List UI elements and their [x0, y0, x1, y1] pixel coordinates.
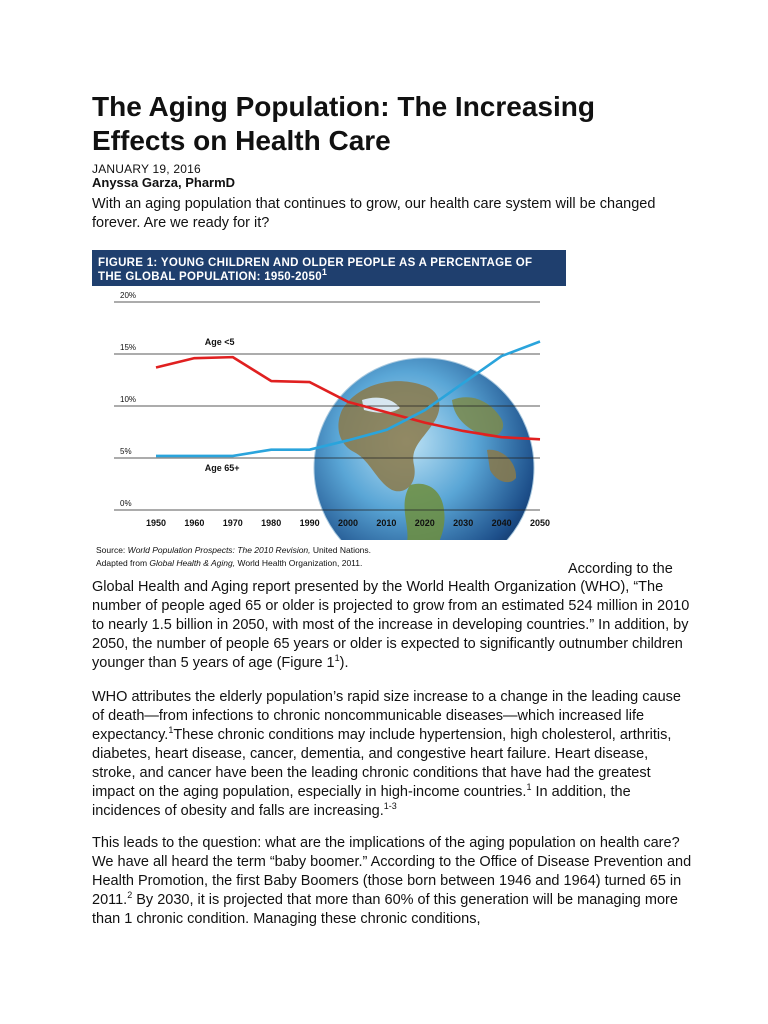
adapted-title: Global Health & Aging,	[149, 558, 236, 568]
x-tick-label: 1970	[223, 518, 243, 528]
y-tick-label: 5%	[120, 447, 132, 456]
y-axis-ticks: 0% 5% 10% 15% 20%	[120, 291, 136, 508]
x-tick-label: 1960	[184, 518, 204, 528]
x-tick-label: 2030	[453, 518, 473, 528]
paragraph-3-text-a: This leads to the question: what are the…	[92, 835, 692, 908]
chart-grid	[114, 301, 540, 511]
series-line	[156, 340, 541, 458]
x-tick-label: 2000	[338, 518, 358, 528]
paragraph-1-start: According to the	[568, 561, 673, 577]
figure-header: FIGURE 1: YOUNG CHILDREN AND OLDER PEOPL…	[92, 250, 566, 286]
paragraph-3-text-b: By 2030, it is projected that more than …	[92, 892, 678, 927]
figure-header-line2: THE GLOBAL POPULATION: 1950-2050	[98, 271, 322, 283]
y-tick-label: 10%	[120, 395, 136, 404]
citation-sup: 1	[526, 782, 532, 793]
globe-image	[313, 357, 535, 540]
citation-sup: 1	[168, 725, 174, 736]
y-tick-label: 20%	[120, 291, 136, 300]
x-tick-label: 2040	[492, 518, 512, 528]
x-tick-label: 1980	[261, 518, 281, 528]
adapted-label: Adapted from	[96, 558, 148, 568]
figure-header-sup: 1	[321, 267, 328, 278]
adapted-org: World Health Organization, 2011.	[237, 558, 363, 568]
source-org: United Nations.	[312, 545, 372, 555]
paragraph-2-text-c: In addition, the incidences of obesity a…	[92, 784, 631, 819]
paragraph-1: Global Health and Aging report presented…	[92, 578, 692, 673]
citation-sup: 1	[334, 653, 340, 664]
x-tick-label: 2050	[530, 518, 550, 528]
series-label-65plus: Age 65+	[205, 463, 240, 473]
series-line	[155, 355, 541, 441]
paragraph-1-end: ).	[339, 655, 349, 671]
article-lead: With an aging population that continues …	[92, 196, 656, 231]
chart-series	[155, 340, 541, 458]
article-date: JANUARY 19, 2016	[92, 162, 201, 176]
article-author: Anyssa Garza, PharmD	[92, 175, 236, 190]
x-tick-label: 2010	[376, 518, 396, 528]
source-label: Source:	[96, 545, 126, 555]
citation-sup: 1-3	[383, 801, 397, 812]
paragraph-1-text: Global Health and Aging report presented…	[92, 579, 690, 671]
x-tick-label: 1950	[146, 518, 166, 528]
source-title: World Population Prospects: The 2010 Rev…	[127, 545, 311, 555]
x-axis-ticks: 1950 1960 1970 1980 1990 2000 2010 2020 2030 2040…	[146, 518, 550, 528]
paragraph-2: WHO attributes the elderly population’s …	[92, 688, 692, 821]
series-labels: Age <5 Age 65+	[205, 337, 240, 473]
x-tick-label: 2020	[415, 518, 435, 528]
figure-source: Source: World Population Prospects: The …	[96, 544, 371, 570]
population-chart: 0% 5% 10% 15% 20% 1950 1960 1970 1980 1990 2000 20…	[114, 291, 550, 540]
paragraph-2-text-a: WHO attributes the elderly population’s …	[92, 689, 681, 743]
figure-header-line1: FIGURE 1: YOUNG CHILDREN AND OLDER PEOPL…	[98, 257, 533, 269]
y-tick-label: 15%	[120, 343, 136, 352]
x-tick-label: 1990	[300, 518, 320, 528]
article-title: The Aging Population: The Increasing Eff…	[92, 91, 595, 156]
paragraph-3: This leads to the question: what are the…	[92, 834, 698, 929]
y-tick-label: 0%	[120, 499, 132, 508]
figure-1: FIGURE 1: YOUNG CHILDREN AND OLDER PEOPL…	[92, 250, 566, 575]
paragraph-2-text-b: These chronic conditions may include hyp…	[92, 727, 672, 800]
series-label-under5: Age <5	[205, 337, 235, 347]
citation-sup: 2	[127, 890, 133, 901]
